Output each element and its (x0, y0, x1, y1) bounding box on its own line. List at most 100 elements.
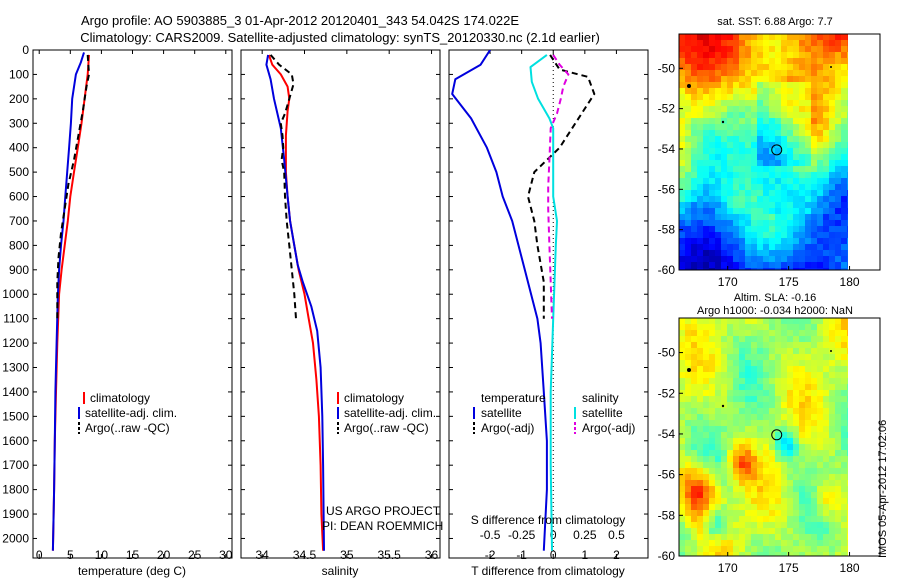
map-cell (817, 534, 824, 541)
depth-tick-label: 1700 (2, 458, 29, 472)
map-cell (775, 238, 782, 245)
map-cell (811, 58, 818, 65)
map-cell (829, 172, 836, 179)
map-cell (727, 498, 734, 505)
map-cell (757, 256, 764, 263)
map-cell (727, 178, 734, 185)
map-cell (817, 190, 824, 197)
map-cell (739, 438, 746, 445)
map-cell (691, 348, 698, 355)
map-cell (703, 124, 710, 131)
map-cell (823, 528, 830, 535)
map-cell (841, 498, 848, 505)
map-cell (793, 226, 800, 233)
map-cell (841, 124, 848, 131)
map-cell (733, 148, 740, 155)
depth-tick-label: 1100 (3, 312, 29, 326)
map-cell (811, 522, 818, 529)
map-cell (721, 468, 728, 475)
map-cell (685, 214, 692, 221)
map-cell (703, 238, 710, 245)
map-cell (703, 256, 710, 263)
map-cell (817, 360, 824, 367)
map-cell (715, 450, 722, 457)
map-cell (793, 100, 800, 107)
map-cell (745, 100, 752, 107)
map-cell (787, 456, 794, 463)
map-cell (769, 160, 776, 167)
map-cell (721, 420, 728, 427)
map-cell (775, 136, 782, 143)
map-cell (727, 172, 734, 179)
map-cell (691, 354, 698, 361)
map-cell (739, 528, 746, 535)
map-cell (739, 408, 746, 415)
map-cell (775, 444, 782, 451)
map-cell (691, 474, 698, 481)
map-cell (841, 450, 848, 457)
map-cell (763, 262, 770, 269)
map-cell (811, 40, 818, 47)
map-cell (739, 426, 746, 433)
map-cell (727, 196, 734, 203)
map-cell (829, 244, 836, 251)
map-cell (745, 160, 752, 167)
map-cell (721, 256, 728, 263)
map-cell (685, 160, 692, 167)
map-cell (757, 498, 764, 505)
map-cell (775, 40, 782, 47)
map-cell (775, 76, 782, 83)
map-cell (745, 516, 752, 523)
map-cell (763, 40, 770, 47)
map-cell (841, 88, 848, 95)
map-cell (679, 330, 686, 337)
map-cell (835, 34, 842, 41)
map-cell (679, 378, 686, 385)
map-cell (787, 184, 794, 191)
map-cell (685, 94, 692, 101)
map-cell (817, 348, 824, 355)
map-cell (751, 366, 758, 373)
map-cell (757, 336, 764, 343)
map-cell (829, 94, 836, 101)
map-cell (721, 94, 728, 101)
map-cell (805, 552, 812, 556)
map-cell (811, 238, 818, 245)
map-cell (739, 166, 746, 173)
map-cell (721, 184, 728, 191)
map-cell (793, 498, 800, 505)
map-cell (793, 112, 800, 119)
map-cell (823, 70, 830, 77)
map-cell (817, 552, 824, 556)
map-cell (715, 160, 722, 167)
map-cell (841, 360, 848, 367)
map-cell (703, 408, 710, 415)
map-cell (841, 46, 848, 53)
map-cell (823, 342, 830, 349)
map-cell (769, 534, 776, 541)
map-cell (841, 112, 848, 119)
map-cell (733, 202, 740, 209)
map-cell (829, 232, 836, 239)
map-cell (775, 492, 782, 499)
map-cell (751, 214, 758, 221)
map-cell (679, 118, 686, 125)
map-cell (709, 100, 716, 107)
map-cell (751, 504, 758, 511)
map-cell (835, 214, 842, 221)
map-cell (841, 396, 848, 403)
map-cell (709, 450, 716, 457)
map-cell (715, 408, 722, 415)
map-cell (745, 196, 752, 203)
map-cell (781, 136, 788, 143)
map-cell (769, 522, 776, 529)
map-cell (787, 46, 794, 53)
map-cell (691, 40, 698, 47)
map-cell (727, 378, 734, 385)
map-cell (805, 516, 812, 523)
map-cell (715, 64, 722, 71)
map-cell (817, 504, 824, 511)
map-cell (793, 516, 800, 523)
map-cell (685, 486, 692, 493)
map-cell (721, 136, 728, 143)
